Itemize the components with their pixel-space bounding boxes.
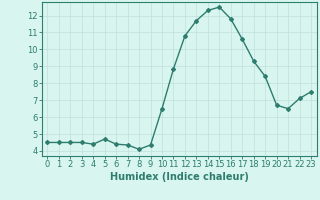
X-axis label: Humidex (Indice chaleur): Humidex (Indice chaleur) — [110, 172, 249, 182]
